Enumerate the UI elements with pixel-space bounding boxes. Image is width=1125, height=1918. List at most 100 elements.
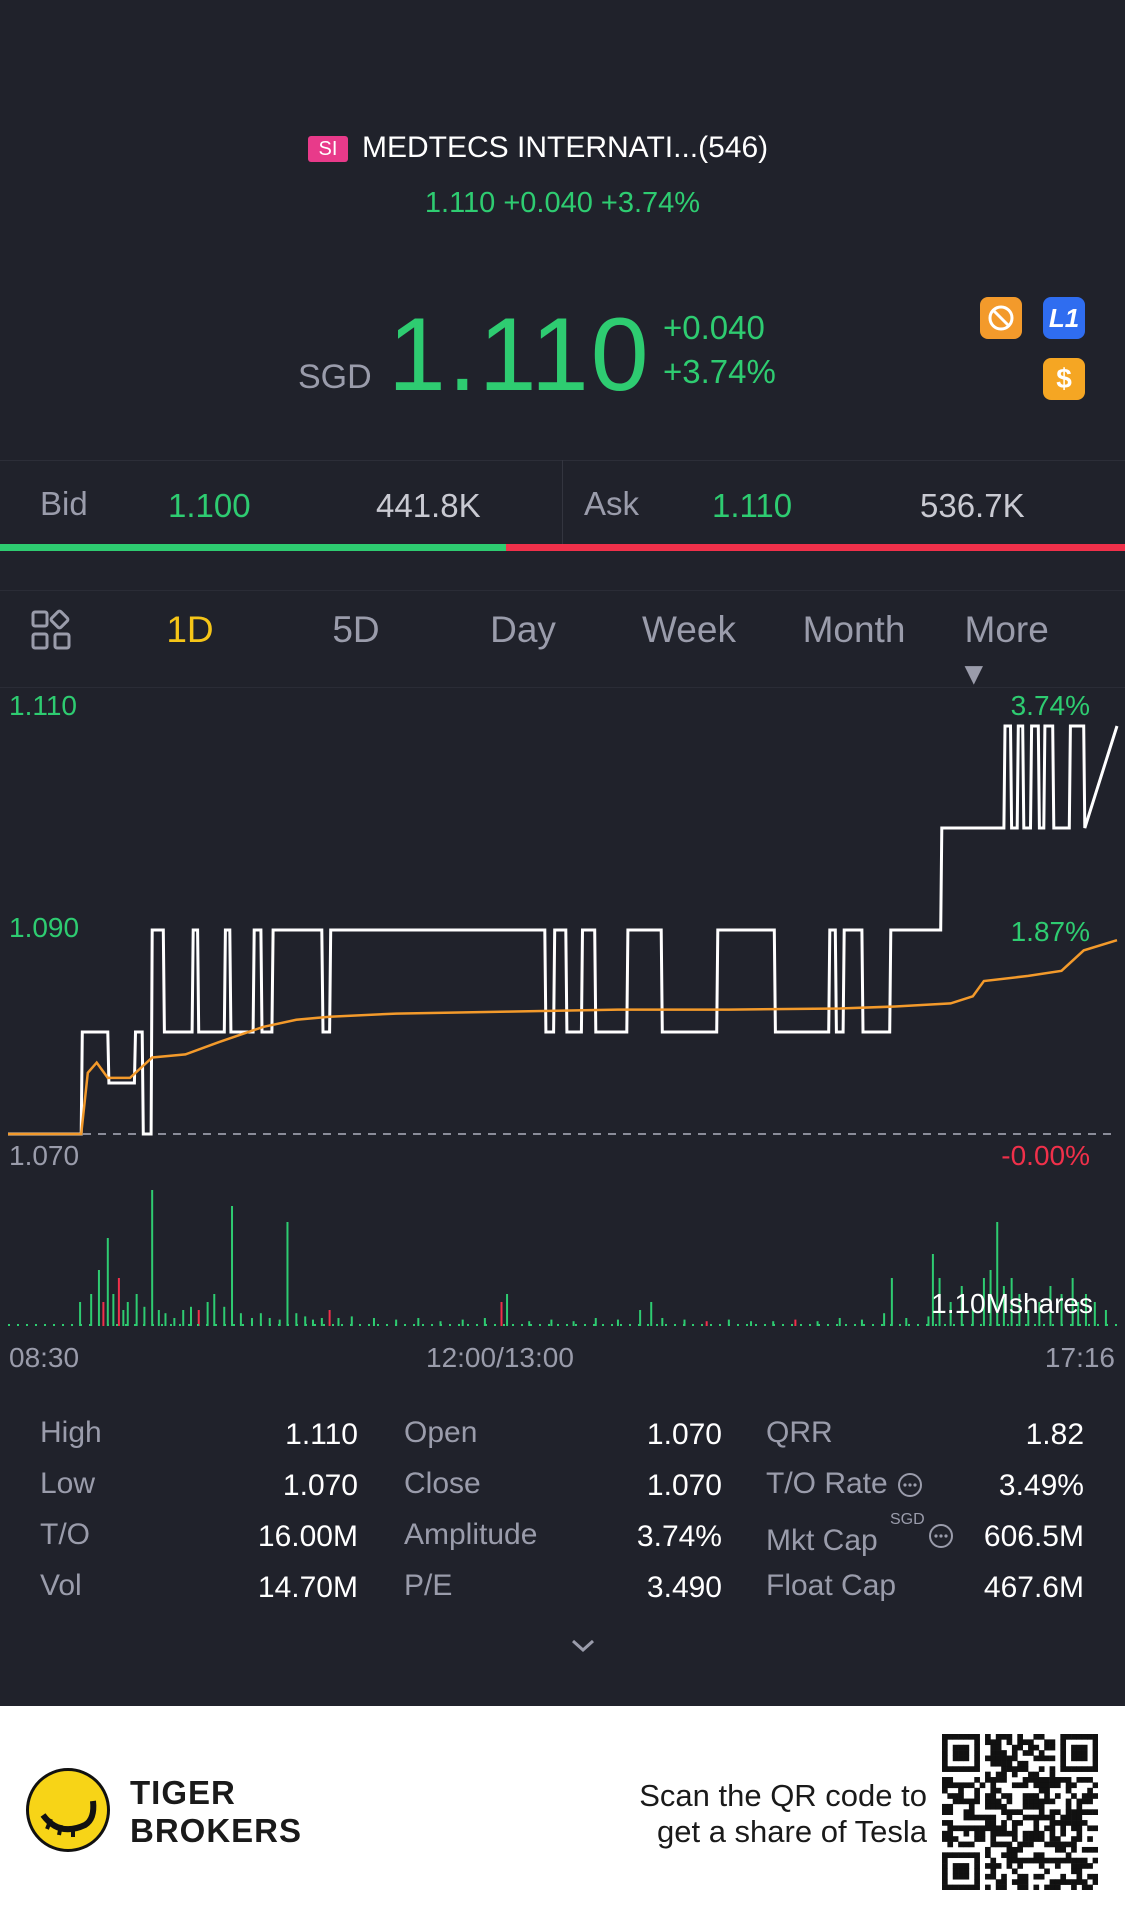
volume-baseline-dot bbox=[1115, 1324, 1117, 1326]
pct-label-mid: 1.87% bbox=[1010, 916, 1090, 947]
tab-day[interactable]: Day bbox=[490, 609, 556, 650]
volume-baseline-dot bbox=[791, 1324, 793, 1326]
volume-baseline-dot bbox=[224, 1324, 226, 1326]
volume-baseline-dot bbox=[80, 1324, 82, 1326]
volume-baseline-dot bbox=[287, 1324, 289, 1326]
volume-baseline-dot bbox=[296, 1324, 298, 1326]
volume-baseline-dot bbox=[377, 1324, 379, 1326]
volume-baseline-dot bbox=[179, 1324, 181, 1326]
volume-baseline-dot bbox=[584, 1324, 586, 1326]
level1-icon[interactable]: L1 bbox=[1043, 297, 1085, 339]
stat-value: 1.110 bbox=[285, 1418, 358, 1451]
no-trade-icon[interactable] bbox=[980, 297, 1022, 339]
volume-baseline-dot bbox=[827, 1324, 829, 1326]
volume-baseline-dot bbox=[1007, 1324, 1009, 1326]
stat-value: 606.5M bbox=[983, 1520, 1084, 1553]
volume-baseline-dot bbox=[413, 1324, 415, 1326]
volume-baseline-dot bbox=[350, 1324, 352, 1326]
volume-baseline-dot bbox=[944, 1324, 946, 1326]
intraday-chart[interactable]: 1.110 1.090 1.070 3.74% 1.87% -0.00% 1.1… bbox=[0, 686, 1125, 1373]
volume-baseline-dot bbox=[152, 1324, 154, 1326]
volume-baseline-dot bbox=[197, 1324, 199, 1326]
stat-value: 1.070 bbox=[646, 1469, 722, 1502]
volume-baseline-dot bbox=[44, 1324, 46, 1326]
qr-code[interactable] bbox=[942, 1734, 1099, 1891]
volume-baseline-dot bbox=[881, 1324, 883, 1326]
volume-baseline-dot bbox=[701, 1324, 703, 1326]
volume-baseline-dot bbox=[251, 1324, 253, 1326]
volume-baseline-dot bbox=[899, 1324, 901, 1326]
expand-chevron-icon[interactable] bbox=[568, 1636, 598, 1661]
currency-superscript: SGD bbox=[890, 1511, 925, 1528]
volume-baseline-dot bbox=[764, 1324, 766, 1326]
grid-icon[interactable] bbox=[30, 609, 72, 656]
price-change-pct: +3.74% bbox=[663, 353, 776, 390]
stat-label: T/O bbox=[40, 1518, 90, 1551]
volume-baseline-dot bbox=[629, 1324, 631, 1326]
tab-more[interactable]: More ▾ bbox=[964, 609, 1049, 693]
price-line bbox=[8, 724, 1119, 1136]
promo-footer: TIGER BROKERS Scan the QR code to get a … bbox=[0, 1706, 1125, 1918]
bid-ask-panel: Bid 1.100 441.8K Ask 1.110 536.7K bbox=[0, 460, 1125, 549]
volume-baseline-dot bbox=[593, 1324, 595, 1326]
volume-baseline-dot bbox=[35, 1324, 37, 1326]
volume-baseline-dot bbox=[503, 1324, 505, 1326]
dollar-icon[interactable]: $ bbox=[1043, 358, 1085, 400]
stat-label: P/E bbox=[404, 1569, 453, 1602]
stat-label: T/O Rate bbox=[766, 1467, 888, 1500]
volume-baseline-dot bbox=[674, 1324, 676, 1326]
volume-baseline-dot bbox=[602, 1324, 604, 1326]
volume-baseline-dot bbox=[683, 1324, 685, 1326]
ask-label: Ask bbox=[584, 485, 640, 522]
volume-baseline-dot bbox=[233, 1324, 235, 1326]
volume-baseline-dot bbox=[980, 1324, 982, 1326]
volume-baseline-dot bbox=[1016, 1324, 1018, 1326]
volume-baseline-dot bbox=[845, 1324, 847, 1326]
bid-ask-divider bbox=[562, 460, 563, 546]
volume-baseline-dot bbox=[1088, 1324, 1090, 1326]
currency-label: SGD bbox=[298, 358, 372, 396]
volume-baseline-dot bbox=[737, 1324, 739, 1326]
volume-baseline-dot bbox=[458, 1324, 460, 1326]
tab-week[interactable]: Week bbox=[642, 609, 736, 650]
stock-name: MEDTECS INTERNATI...(546) bbox=[362, 131, 769, 164]
volume-baseline-dot bbox=[863, 1324, 865, 1326]
stat-label: Open bbox=[404, 1416, 478, 1449]
volume-baseline-dot bbox=[611, 1324, 613, 1326]
tab-5d[interactable]: 5D bbox=[332, 609, 380, 650]
volume-baseline-dot bbox=[890, 1324, 892, 1326]
volume-baseline-dot bbox=[566, 1324, 568, 1326]
volume-baseline-dot bbox=[476, 1324, 478, 1326]
bid-label: Bid bbox=[40, 485, 88, 522]
chart-canvas bbox=[8, 724, 1119, 1326]
volume-baseline-dot bbox=[359, 1324, 361, 1326]
promo-text-line1: Scan the QR code to bbox=[639, 1778, 927, 1813]
tab-1d[interactable]: 1D bbox=[166, 609, 214, 650]
x-label-midday: 12:00/13:00 bbox=[426, 1342, 574, 1373]
volume-baseline-dot bbox=[368, 1324, 370, 1326]
volume-baseline-dot bbox=[431, 1324, 433, 1326]
volume-baseline-dot bbox=[386, 1324, 388, 1326]
x-label-open: 08:30 bbox=[9, 1342, 80, 1373]
volume-baseline-dot bbox=[17, 1324, 19, 1326]
pct-label-top: 3.74% bbox=[1010, 690, 1090, 721]
info-icon[interactable] bbox=[928, 1523, 954, 1554]
info-icon[interactable] bbox=[897, 1472, 923, 1503]
stat-value: 3.49% bbox=[998, 1469, 1084, 1502]
volume-baseline-dot bbox=[206, 1324, 208, 1326]
volume-baseline-dot bbox=[638, 1324, 640, 1326]
volume-baseline-dot bbox=[215, 1324, 217, 1326]
bid-strength-bar bbox=[0, 544, 507, 551]
y-label-top: 1.110 bbox=[9, 690, 77, 721]
volume-baseline-dot bbox=[755, 1324, 757, 1326]
volume-baseline-dot bbox=[962, 1324, 964, 1326]
tab-month[interactable]: Month bbox=[802, 609, 906, 650]
volume-baseline-dot bbox=[323, 1324, 325, 1326]
volume-baseline-dot bbox=[836, 1324, 838, 1326]
volume-baseline-dot bbox=[134, 1324, 136, 1326]
volume-baseline-dot bbox=[98, 1324, 100, 1326]
volume-baseline-dot bbox=[260, 1324, 262, 1326]
volume-baseline-dot bbox=[809, 1324, 811, 1326]
volume-baseline-dot bbox=[620, 1324, 622, 1326]
volume-baseline-dot bbox=[467, 1324, 469, 1326]
